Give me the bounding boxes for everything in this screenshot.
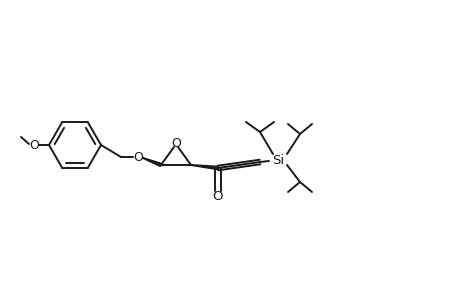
Polygon shape — [143, 158, 161, 167]
Text: O: O — [29, 139, 39, 152]
Text: O: O — [171, 136, 180, 149]
Polygon shape — [190, 165, 218, 170]
Text: O: O — [133, 151, 143, 164]
Text: O: O — [212, 190, 223, 202]
Text: Si: Si — [271, 154, 284, 166]
